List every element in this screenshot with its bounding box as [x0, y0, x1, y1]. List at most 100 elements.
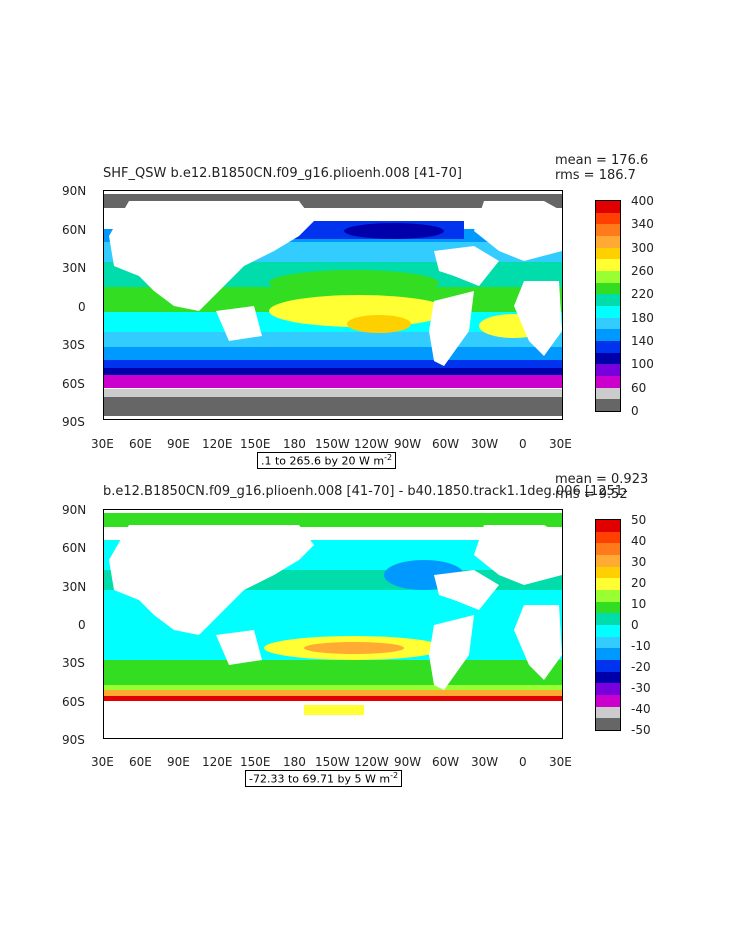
colorbar-swatch [596, 531, 620, 544]
panel2-rms: rms = 9.52 [555, 487, 628, 502]
panel1-xtick: 120W [354, 437, 389, 451]
colorbar-label: -40 [631, 702, 651, 716]
colorbar-label: 400 [631, 194, 654, 208]
colorbar-label: 340 [631, 217, 654, 232]
panel2-mean: mean = 0.923 [555, 472, 649, 487]
colorbar-swatch [596, 555, 620, 568]
panel2-xtick: 180 [283, 755, 306, 769]
colorbar-label: 100 [631, 357, 654, 372]
colorbar-swatch [596, 376, 620, 389]
panel2-xtick: 120W [354, 755, 389, 769]
colorbar-swatch [596, 364, 620, 377]
colorbar-swatch [596, 247, 620, 260]
colorbar-swatch [596, 601, 620, 614]
colorbar-label: -50 [631, 723, 651, 737]
panel1-xtick: 60W [432, 437, 460, 451]
panel2-xtick: 60E [129, 755, 152, 769]
colorbar-label: 30 [631, 555, 647, 569]
panel1-map [103, 190, 563, 420]
panel1-xtick: 90W [394, 437, 422, 451]
colorbar-label: 300 [631, 240, 654, 255]
panel2-xtick: 30W [471, 755, 499, 769]
colorbar-swatch [596, 387, 620, 400]
colorbar-swatch [596, 294, 620, 307]
colorbar-swatch [596, 259, 620, 272]
panel2-xtick: 90W [394, 755, 422, 769]
colorbar-swatch [596, 329, 620, 342]
colorbar-swatch [596, 543, 620, 556]
colorbar-swatch [596, 306, 620, 319]
colorbar-swatch [596, 399, 620, 412]
colorbar-swatch [596, 566, 620, 579]
panel1-ytick: 30S [62, 338, 85, 352]
colorbar-label: 180 [631, 310, 654, 325]
colorbar-swatch [596, 520, 620, 533]
colorbar-swatch [596, 201, 620, 214]
panel1-ytick: 60N [62, 223, 87, 237]
panel2-ytick: 60N [62, 541, 87, 555]
panel2-xtick: 120E [202, 755, 233, 769]
colorbar-label: -30 [631, 681, 651, 695]
panel2-xtick: 150E [240, 755, 271, 769]
panel1-ytick: 0 [78, 300, 86, 314]
colorbar-swatch [596, 578, 620, 591]
colorbar-swatch [596, 212, 620, 225]
colorbar-label: 0 [631, 404, 639, 418]
panel1-mean: mean = 176.6 [555, 153, 649, 168]
panel2-ytick: 60S [62, 695, 85, 709]
panel2-title: b.e12.B1850CN.f09_g16.plioenh.008 [41-70… [103, 484, 628, 499]
colorbar-label: 10 [631, 597, 647, 611]
panel1-colorbar [595, 200, 621, 412]
colorbar-swatch [596, 718, 620, 731]
panel1-rms: rms = 186.7 [555, 168, 636, 183]
panel1-xtick: 30E [91, 437, 114, 451]
panel1-xtick: 30E [549, 437, 572, 451]
panel2-info: -72.33 to 69.71 by 5 W m [249, 772, 391, 786]
panel1-info-box: .1 to 265.6 by 20 W m-2 [257, 452, 397, 469]
colorbar-label: -10 [631, 639, 651, 653]
panel2-xtick: 30E [549, 755, 572, 769]
colorbar-swatch [596, 590, 620, 603]
colorbar-label: 140 [631, 334, 654, 348]
panel1-xtick: 30W [471, 437, 499, 451]
panel2-colorbar [595, 519, 621, 731]
panel1-info: .1 to 265.6 by 20 W m [261, 454, 385, 468]
panel2-map [103, 509, 563, 739]
panel2-info-box: -72.33 to 69.71 by 5 W m-2 [245, 770, 403, 787]
panel2-ytick: 90S [62, 733, 85, 747]
panel2-ytick: 90N [62, 503, 87, 517]
colorbar-swatch [596, 660, 620, 673]
panel1-title: SHF_QSW b.e12.B1850CN.f09_g16.plioenh.00… [103, 166, 462, 181]
panel1-ytick: 30N [62, 261, 87, 275]
colorbar-swatch [596, 236, 620, 249]
colorbar-label: 20 [631, 576, 647, 590]
colorbar-swatch [596, 625, 620, 638]
colorbar-swatch [596, 282, 620, 295]
colorbar-swatch [596, 671, 620, 684]
colorbar-label: -20 [631, 660, 651, 674]
colorbar-swatch [596, 341, 620, 354]
panel1-xtick: 150W [315, 437, 350, 451]
colorbar-swatch [596, 317, 620, 330]
colorbar-label: 40 [631, 534, 647, 548]
panel2-ytick: 0 [78, 618, 86, 632]
panel2-xtick: 150W [315, 755, 350, 769]
panel2-xtick: 30E [91, 755, 114, 769]
colorbar-swatch [596, 695, 620, 708]
colorbar-label: 260 [631, 264, 654, 278]
panel2-xtick: 90E [167, 755, 190, 769]
panel1-ytick: 90S [62, 415, 85, 429]
colorbar-swatch [596, 683, 620, 696]
panel2-info-sup: -2 [390, 771, 399, 780]
panel1-ytick: 90N [62, 184, 87, 198]
panel2-xtick: 60W [432, 755, 460, 769]
panel1-xtick: 0 [519, 437, 527, 451]
colorbar-label: 220 [631, 287, 654, 302]
panel1-xtick: 150E [240, 437, 271, 451]
colorbar-swatch [596, 224, 620, 237]
colorbar-label: 50 [631, 513, 647, 527]
panel2-xtick: 0 [519, 755, 527, 769]
colorbar-swatch [596, 636, 620, 649]
panel1-xtick: 180 [283, 437, 306, 451]
panel1-xtick: 90E [167, 437, 190, 451]
